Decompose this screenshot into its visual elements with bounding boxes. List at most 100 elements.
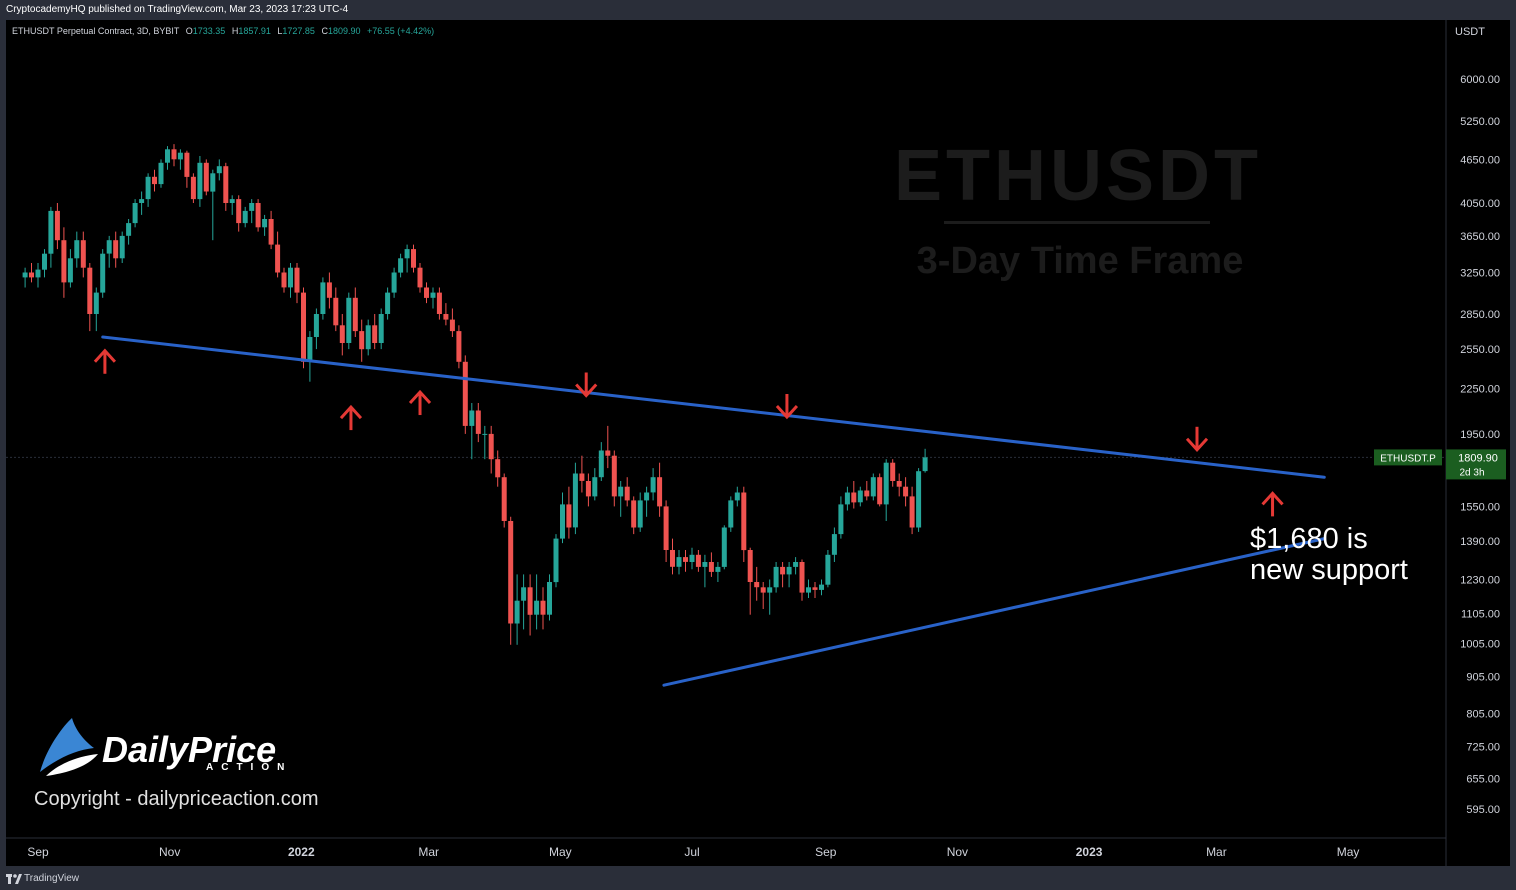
candle-body <box>870 477 876 497</box>
price-tick-label: 5250.00 <box>1460 116 1500 128</box>
candle <box>229 195 235 215</box>
candle <box>683 550 688 572</box>
candle-body <box>158 162 164 185</box>
candle <box>631 496 637 535</box>
candle <box>197 156 203 207</box>
candle <box>106 235 112 268</box>
arrow-down-icon <box>575 372 598 398</box>
candle <box>42 249 47 278</box>
price-tick-label: 3250.00 <box>1460 268 1500 280</box>
candle <box>579 455 585 493</box>
candle <box>48 206 54 268</box>
candle <box>605 425 611 469</box>
candle-body <box>676 557 682 567</box>
candle <box>598 442 604 481</box>
candle <box>223 162 229 211</box>
candle <box>301 287 306 369</box>
candle <box>670 538 675 575</box>
candle-body <box>547 582 552 615</box>
price-tick-label: 905.00 <box>1466 671 1500 683</box>
candle <box>190 173 196 203</box>
candle-body <box>113 240 119 259</box>
trendline[interactable] <box>101 335 1326 479</box>
candle <box>560 492 565 544</box>
candle-body <box>391 272 397 293</box>
candle <box>275 231 281 278</box>
candle-body <box>281 272 287 288</box>
candle-body <box>216 166 222 174</box>
time-tick-label: May <box>1337 845 1360 859</box>
candle-body <box>896 481 902 487</box>
watermark-divider <box>944 221 1210 224</box>
candle-body <box>728 500 734 528</box>
candle-body <box>695 554 701 567</box>
chart-frame[interactable]: ETHUSDT 3-Day Time Frame 6000.00 5250.00 4… <box>6 20 1510 866</box>
candle <box>372 314 378 350</box>
candle <box>514 574 520 645</box>
candle <box>831 527 837 562</box>
candle <box>449 308 455 337</box>
bar-countdown: 2d 3h <box>1459 467 1484 478</box>
candle <box>922 448 928 473</box>
last-price-value: 1809.90 <box>1458 452 1498 464</box>
candle <box>132 199 138 228</box>
candle <box>216 159 222 181</box>
trendlines-group[interactable] <box>101 335 1326 687</box>
candle-body <box>262 219 268 228</box>
candle-body <box>35 269 41 278</box>
price-tick-label: 6000.00 <box>1460 74 1500 86</box>
candle-body <box>838 504 844 535</box>
candle-body <box>909 496 915 528</box>
price-tick-label: 805.00 <box>1466 708 1500 720</box>
candle-body <box>495 459 501 478</box>
time-tick-label: 2022 <box>288 845 315 859</box>
trendline[interactable] <box>662 537 1326 687</box>
candle-body <box>508 521 514 624</box>
candle-body <box>80 240 86 268</box>
candle <box>741 486 747 562</box>
candle-body <box>171 149 177 160</box>
arrow-head <box>575 383 598 398</box>
price-axis-ticks: 6000.00 5250.00 4650.00 4050.00 3650.00 3250.… <box>1460 74 1500 816</box>
candle <box>721 525 727 570</box>
candle-body <box>443 314 449 320</box>
candle <box>80 231 86 278</box>
candle-body <box>372 325 378 343</box>
arrow-head <box>1261 491 1284 506</box>
candle-body <box>773 566 779 588</box>
legend-symbol: ETHUSDT Perpetual Contract, 3D, BYBIT <box>12 26 180 36</box>
candle <box>728 496 734 532</box>
candle <box>359 319 365 362</box>
candle <box>320 277 326 320</box>
candle-body <box>883 462 889 505</box>
candle <box>767 579 773 615</box>
candle-body <box>657 477 663 507</box>
candle-body <box>598 450 604 478</box>
candle-body <box>255 203 261 228</box>
logo-mark-icon <box>40 718 94 772</box>
chart-canvas[interactable]: ETHUSDT 3-Day Time Frame 6000.00 5250.00 4… <box>6 20 1510 866</box>
time-tick-label: Mar <box>1206 845 1227 859</box>
candle <box>67 249 73 288</box>
candle-body <box>313 314 319 337</box>
candle <box>793 557 799 575</box>
price-tick-label: 655.00 <box>1466 774 1500 786</box>
footer-bar: TradingView <box>0 868 1516 890</box>
candle-body <box>430 292 436 298</box>
candle-body <box>326 282 332 298</box>
candle <box>288 263 293 298</box>
candle-body <box>825 554 831 585</box>
candle-body <box>514 600 520 624</box>
candle <box>747 547 753 615</box>
candle <box>462 355 468 434</box>
candles-group <box>22 144 928 645</box>
candle-body <box>793 562 799 567</box>
candle <box>857 486 863 507</box>
candle <box>488 425 494 474</box>
candle-body <box>29 272 34 278</box>
candle-body <box>145 176 151 200</box>
candle-body <box>754 582 760 588</box>
candle <box>165 146 170 170</box>
candle-body <box>100 253 106 293</box>
candle <box>780 562 786 588</box>
